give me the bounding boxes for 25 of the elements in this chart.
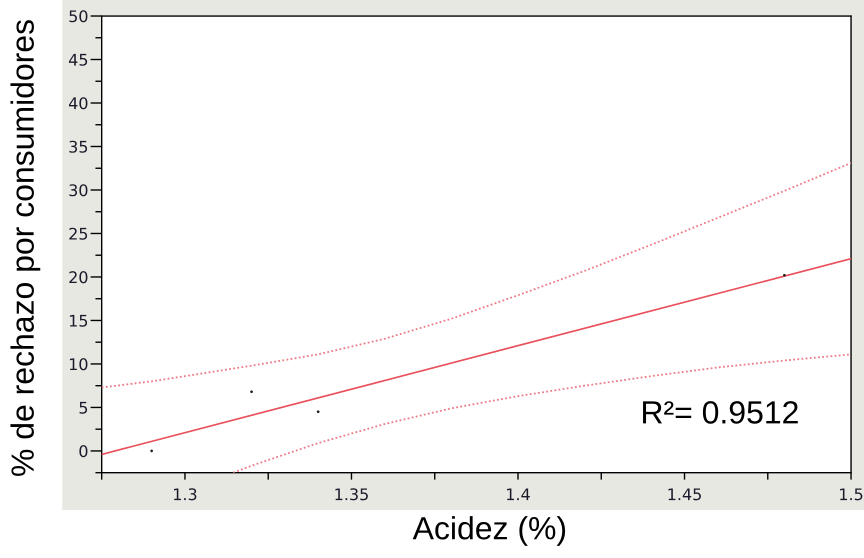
y-tick-label: 45 — [68, 54, 88, 66]
point — [150, 450, 154, 452]
y-tick-label: 10 — [70, 358, 88, 370]
x-axis-title: Acidez (%) — [412, 516, 566, 546]
line-series — [102, 162, 852, 388]
x-tick-label: 1.5 — [840, 488, 862, 500]
x-tick-label: 1.35 — [335, 488, 368, 500]
annotation: R²= 0.9512 — [643, 401, 798, 424]
x-tick-label: 1.45 — [668, 488, 701, 500]
y-tick-label: 20 — [69, 271, 88, 284]
y-tick-label: 30 — [69, 184, 88, 196]
y-tick-label: 15 — [70, 314, 88, 327]
y-tick-label: 50 — [69, 10, 88, 22]
x-tick-label: 1.3 — [174, 488, 196, 500]
y-tick-label: 5 — [80, 402, 88, 414]
x-tick-label: 1.4 — [507, 488, 530, 500]
y-tick-label: 35 — [69, 140, 88, 153]
point — [250, 390, 253, 394]
point — [316, 410, 320, 414]
y-tick-label: 25 — [69, 228, 88, 240]
y-tick-label: 0 — [79, 445, 88, 458]
y-axis-title: % de rechazo por consumidores — [10, 20, 40, 476]
y-tick-label: 40 — [68, 97, 88, 110]
point — [783, 274, 786, 277]
line-series — [232, 353, 852, 473]
